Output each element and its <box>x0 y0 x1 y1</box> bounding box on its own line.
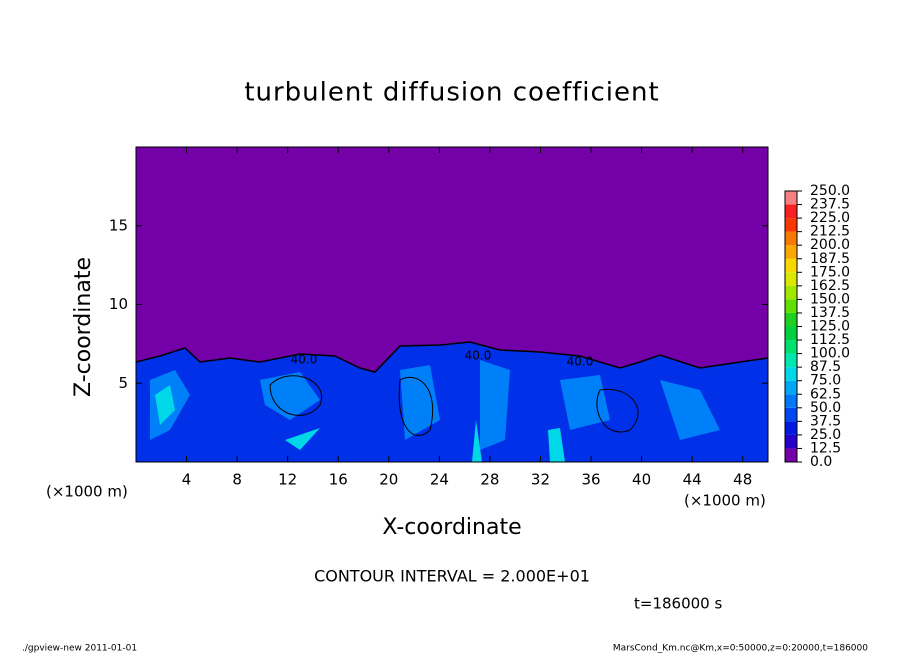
colorbar-label: 162.5 <box>810 278 850 294</box>
colorbar-label: 12.5 <box>810 440 841 456</box>
colorbar-band <box>785 448 797 462</box>
colorbar-label: 100.0 <box>810 346 850 362</box>
colorbar-band <box>785 407 797 422</box>
colorbar-label: 175.0 <box>810 264 850 280</box>
colorbar-label: 187.5 <box>810 251 850 267</box>
colorbar-label: 212.5 <box>810 224 850 240</box>
x-tick-label: 12 <box>278 471 297 489</box>
contour-label: 40.0 <box>465 349 492 363</box>
y-tick-label: 15 <box>109 216 128 234</box>
colorbar-label: 37.5 <box>810 413 841 429</box>
colorbar-band <box>785 367 797 381</box>
colorbar-label: 75.0 <box>810 373 841 389</box>
contour-interval: CONTOUR INTERVAL = 2.000E+01 <box>314 567 590 586</box>
colorbar-band <box>785 285 797 300</box>
x-tick-label: 4 <box>182 471 192 489</box>
colorbar-band <box>785 340 797 354</box>
time-label: t=186000 s <box>634 595 722 613</box>
colorbar-band <box>785 272 797 286</box>
colorbar-label: 50.0 <box>810 400 841 416</box>
x-tick-label: 24 <box>430 471 449 489</box>
x-tick-label: 32 <box>531 471 550 489</box>
footer-right: MarsCond_Km.nc@Km,x=0:50000,z=0:20000,t=… <box>613 644 868 654</box>
x-tick-label: 8 <box>232 471 242 489</box>
colorbar-band <box>785 394 797 408</box>
colorbar-band <box>785 326 797 341</box>
x-tick-label: 16 <box>329 471 348 489</box>
colorbar-label: 25.0 <box>810 427 841 443</box>
x-axis-label: X-coordinate <box>382 515 521 540</box>
colorbar-label: 0.0 <box>810 454 832 470</box>
colorbar-label: 225.0 <box>810 210 850 226</box>
y-tick-label: 5 <box>118 374 128 392</box>
colorbar-band <box>785 312 797 327</box>
x-tick-label: 48 <box>733 471 752 489</box>
x-tick-label: 36 <box>581 471 600 489</box>
colorbar-band <box>785 258 797 273</box>
colorbar-band <box>785 204 797 219</box>
colorbar-label: 150.0 <box>810 291 850 307</box>
colorbar-label: 137.5 <box>810 305 850 321</box>
x-unit-label: (×1000 m) <box>46 483 128 501</box>
colorbar-label: 237.5 <box>810 197 850 213</box>
colorbar-label: 250.0 <box>810 183 850 199</box>
chart-title: turbulent diffusion coefficient <box>244 78 659 108</box>
x-tick-label: 44 <box>683 471 702 489</box>
colorbar-label: 112.5 <box>810 332 850 348</box>
colorbar-band <box>785 245 797 259</box>
colorbar-band <box>785 380 797 395</box>
footer-left: ./gpview-new 2011-01-01 <box>22 644 137 654</box>
field-region <box>136 342 768 462</box>
y-tick-label: 10 <box>109 295 128 313</box>
y-axis-label: Z-coordinate <box>71 257 96 397</box>
colorbar-label: 200.0 <box>810 237 850 253</box>
colorbar-band <box>785 231 797 246</box>
colorbar-band <box>785 353 797 368</box>
colorbar-label: 62.5 <box>810 386 841 402</box>
x-tick-label: 40 <box>632 471 651 489</box>
x-unit-label: (×1000 m) <box>684 492 766 510</box>
colorbar-label: 87.5 <box>810 359 841 375</box>
colorbar-band <box>785 421 797 435</box>
colorbar-band <box>785 191 797 205</box>
colorbar-band <box>785 299 797 313</box>
colorbar-band <box>785 434 797 449</box>
colorbar-label: 125.0 <box>810 319 850 335</box>
contour-line <box>269 375 639 436</box>
contour-label: 40.0 <box>291 353 318 367</box>
contour-line <box>135 341 769 373</box>
plot-area <box>135 146 769 463</box>
x-tick-label: 28 <box>480 471 499 489</box>
colorbar-band <box>785 218 797 232</box>
x-tick-label: 20 <box>379 471 398 489</box>
contour-label: 40.0 <box>567 355 594 369</box>
field-region <box>150 360 720 450</box>
